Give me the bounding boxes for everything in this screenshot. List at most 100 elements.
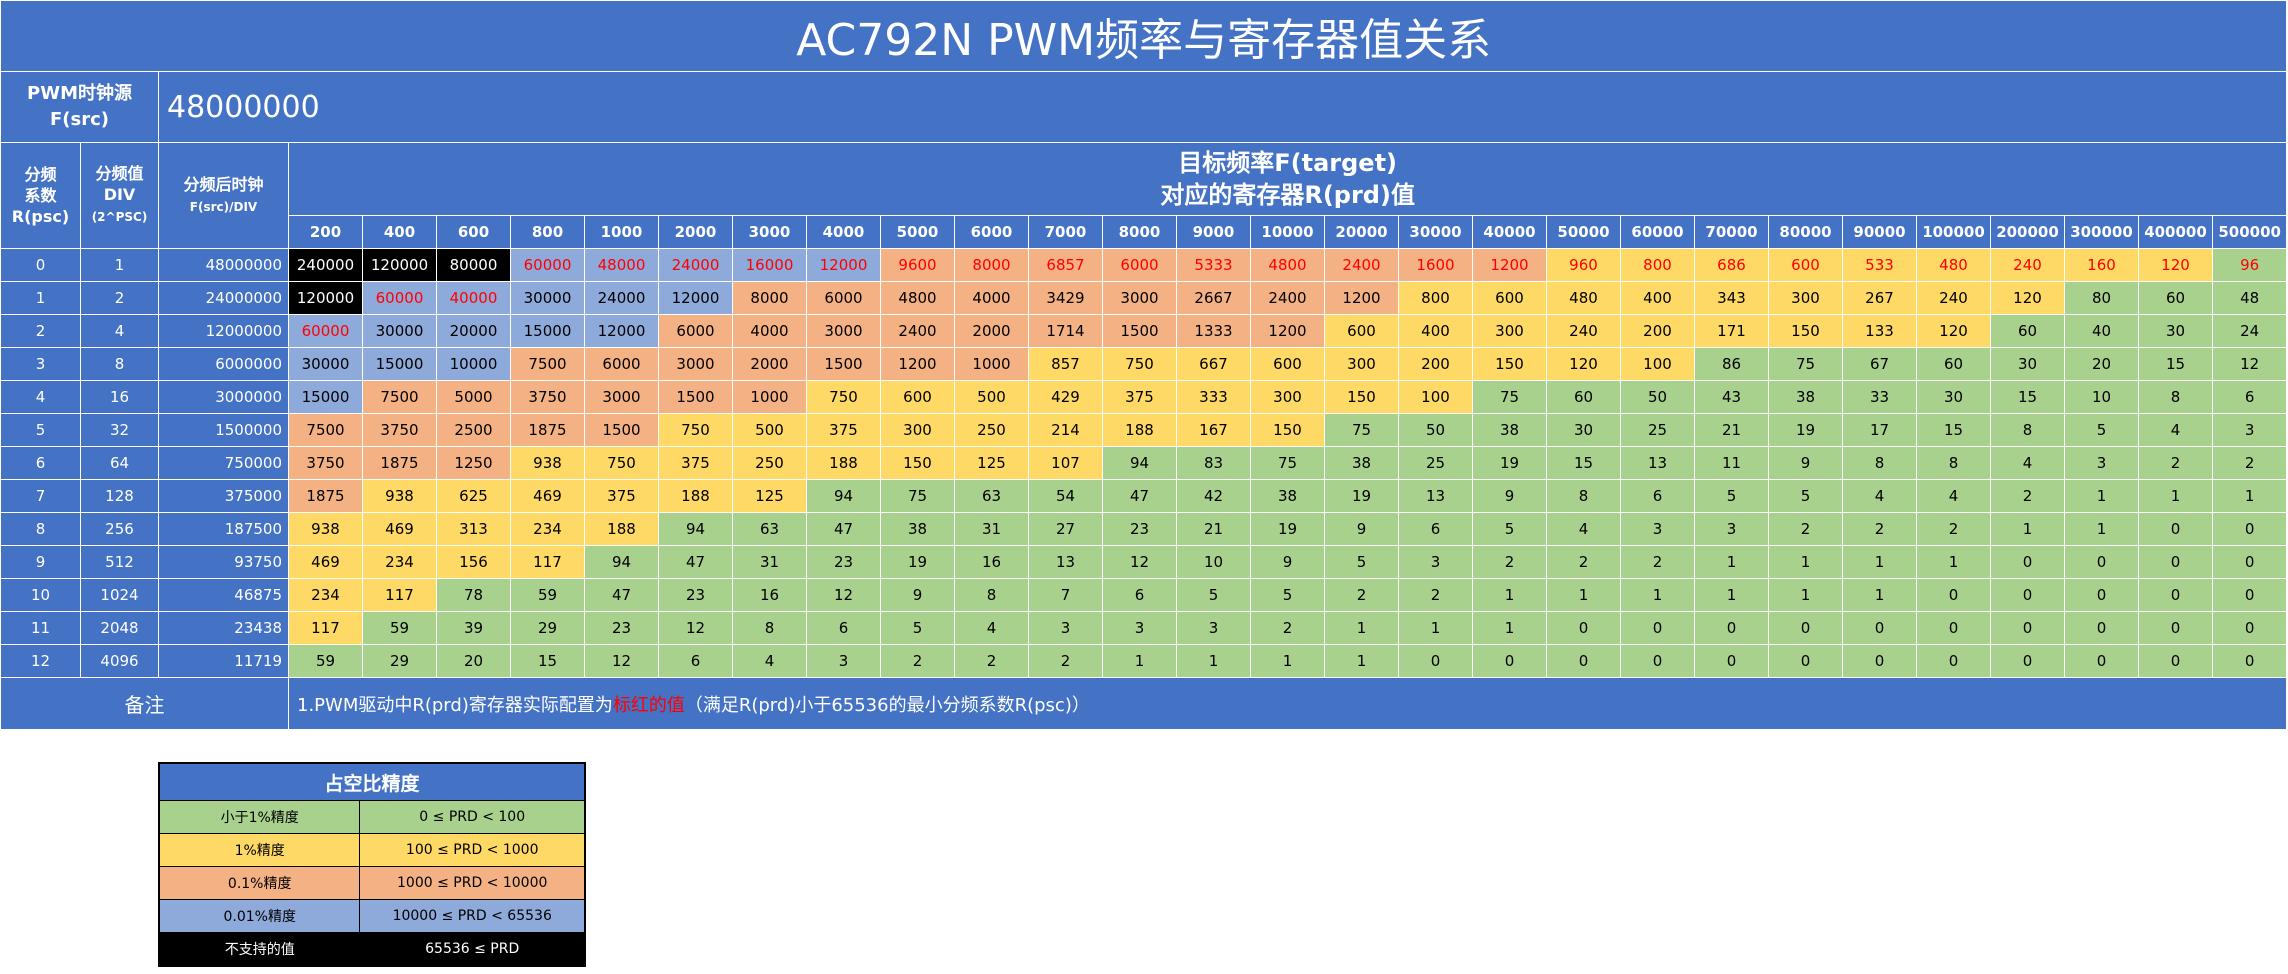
psc-cell: 1 (0, 281, 81, 315)
prd-value-cell: 5 (1324, 545, 1399, 579)
prd-value-cell: 3 (1028, 611, 1103, 645)
prd-value-cell: 333 (1176, 380, 1251, 414)
legend-range: 1000 ≤ PRD < 10000 (359, 866, 586, 900)
prd-value-cell: 60 (1546, 380, 1621, 414)
prd-value-cell: 3750 (510, 380, 585, 414)
prd-value-cell: 469 (288, 545, 363, 579)
prd-value-cell: 94 (584, 545, 659, 579)
prd-value-cell: 8 (1990, 413, 2065, 447)
prd-value-cell: 0 (1694, 611, 1769, 645)
prd-value-cell: 0 (1472, 644, 1547, 678)
prd-value-cell: 2 (1916, 512, 1991, 546)
prd-value-cell: 938 (288, 512, 363, 546)
prd-value-cell: 600 (1768, 248, 1843, 282)
frequency-header-cell: 300000 (2064, 215, 2139, 249)
prd-value-cell: 429 (1028, 380, 1103, 414)
prd-value-cell: 75 (880, 479, 955, 513)
target-header-line2: 对应的寄存器R(prd)值 (1160, 181, 1415, 209)
clock-source-label: PWM时钟源 F(src) (0, 71, 159, 143)
clock-source-label-line1: PWM时钟源 (27, 83, 132, 104)
prd-value-cell: 2 (954, 644, 1029, 678)
psc-cell: 6 (0, 446, 81, 480)
prd-value-cell: 23 (806, 545, 881, 579)
prd-value-cell: 100 (1620, 347, 1695, 381)
prd-value-cell: 15 (1990, 380, 2065, 414)
prd-value-cell: 0 (2138, 578, 2213, 612)
prd-value-cell: 1 (2064, 512, 2139, 546)
prd-value-cell: 15 (2138, 347, 2213, 381)
prd-value-cell: 23 (1102, 512, 1177, 546)
prd-value-cell: 8000 (954, 248, 1029, 282)
legend-row: 0.01%精度 10000 ≤ PRD < 65536 (158, 899, 586, 933)
frequency-header-cell: 40000 (1472, 215, 1547, 249)
prd-value-cell: 214 (1028, 413, 1103, 447)
prd-value-cell: 15 (1546, 446, 1621, 480)
legend-row: 0.1%精度 1000 ≤ PRD < 10000 (158, 866, 586, 900)
prd-value-cell: 6000 (806, 281, 881, 315)
prd-value-cell: 960 (1546, 248, 1621, 282)
prd-value-cell: 6 (806, 611, 881, 645)
clk-cell: 12000000 (158, 314, 289, 348)
prd-value-cell: 1200 (1324, 281, 1399, 315)
psc-cell: 5 (0, 413, 81, 447)
prd-value-cell: 1500 (584, 413, 659, 447)
div-cell: 128 (80, 479, 159, 513)
note-row: 备注 1.PWM驱动中R(prd)寄存器实际配置为标红的值（满足R(prd)小于6… (0, 677, 2288, 730)
prd-value-cell: 6000 (1102, 248, 1177, 282)
prd-value-cell: 2 (2138, 446, 2213, 480)
frequency-header-cell: 6000 (954, 215, 1029, 249)
prd-value-cell: 5 (2064, 413, 2139, 447)
prd-value-cell: 3 (1694, 512, 1769, 546)
prd-value-cell: 2 (1398, 578, 1473, 612)
prd-value-cell: 1 (2211, 479, 2288, 513)
prd-value-cell: 20000 (436, 314, 511, 348)
div-header-line1: 分频值 (95, 164, 144, 183)
table-row: 3 8 6000000 30000 15000 10000 7500 6000 3000 2000… (0, 347, 2288, 381)
prd-value-cell: 5 (1694, 479, 1769, 513)
prd-value-cell: 1200 (1472, 248, 1547, 282)
prd-value-cell: 60000 (510, 248, 585, 282)
psc-cell: 8 (0, 512, 81, 546)
prd-value-cell: 63 (954, 479, 1029, 513)
prd-value-cell: 120 (1546, 347, 1621, 381)
prd-value-cell: 1714 (1028, 314, 1103, 348)
prd-value-cell: 1 (1842, 545, 1917, 579)
prd-value-cell: 1 (1916, 545, 1991, 579)
prd-value-cell: 1 (1472, 578, 1547, 612)
prd-value-cell: 2667 (1176, 281, 1251, 315)
prd-value-cell: 117 (362, 578, 437, 612)
prd-value-cell: 15000 (288, 380, 363, 414)
prd-value-cell: 150 (880, 446, 955, 480)
prd-value-cell: 8 (732, 611, 807, 645)
legend-range: 10000 ≤ PRD < 65536 (359, 899, 586, 933)
clk-cell: 187500 (158, 512, 289, 546)
div-header-line2: DIV (103, 185, 136, 204)
prd-value-cell: 60000 (362, 281, 437, 315)
prd-value-cell: 13 (1398, 479, 1473, 513)
table-row: 11 2048 23438 117 59 39 29 23 12 8 6 5 4 3 3 3 2 1 1 1 0 0 0 0 0… (0, 611, 2288, 645)
prd-value-cell: 313 (436, 512, 511, 546)
prd-value-cell: 5000 (436, 380, 511, 414)
prd-value-cell: 24000 (658, 248, 733, 282)
prd-value-cell: 6 (1620, 479, 1695, 513)
frequency-header-cell: 7000 (1028, 215, 1103, 249)
prd-value-cell: 23 (658, 578, 733, 612)
prd-value-cell: 50 (1620, 380, 1695, 414)
prd-value-cell: 0 (2064, 611, 2139, 645)
prd-value-cell: 47 (806, 512, 881, 546)
prd-value-cell: 5 (1250, 578, 1325, 612)
prd-value-cell: 200 (1398, 347, 1473, 381)
prd-value-cell: 47 (658, 545, 733, 579)
clk-header-line2: F(src)/DIV (189, 199, 258, 214)
clk-header-line1: 分频后时钟 (183, 174, 264, 194)
prd-value-cell: 94 (658, 512, 733, 546)
frequency-header-cell: 50000 (1546, 215, 1621, 249)
prd-value-cell: 125 (954, 446, 1029, 480)
prd-value-cell: 50 (1398, 413, 1473, 447)
prd-value-cell: 2 (1250, 611, 1325, 645)
prd-value-cell: 12000 (658, 281, 733, 315)
prd-value-cell: 4 (732, 644, 807, 678)
legend-label: 0.1%精度 (158, 866, 361, 900)
prd-value-cell: 20 (436, 644, 511, 678)
prd-value-cell: 15 (1916, 413, 1991, 447)
